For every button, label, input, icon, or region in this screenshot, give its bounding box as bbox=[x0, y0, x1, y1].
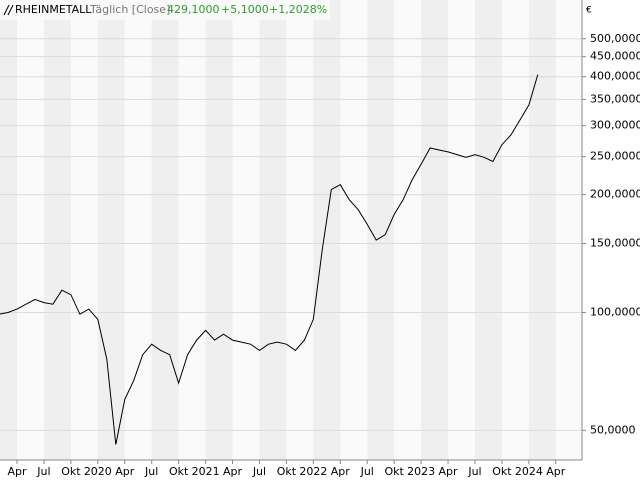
x-tick-label: Apr bbox=[223, 465, 243, 478]
quarter-band bbox=[474, 0, 502, 460]
quarter-band bbox=[259, 0, 287, 460]
last-value: 429,1000 bbox=[167, 3, 220, 16]
y-tick-label: 200,0000 bbox=[590, 188, 640, 201]
marks bbox=[0, 74, 539, 445]
y-tick-label: 450,0000 bbox=[590, 50, 640, 63]
y-tick-label: 50,0000 bbox=[590, 423, 636, 436]
x-tick-label: Jul bbox=[467, 465, 481, 478]
chart-title: RHEINMETALL bbox=[15, 3, 92, 16]
x-tick-label: 2021 bbox=[192, 465, 220, 478]
price-line bbox=[0, 74, 539, 445]
unit: € bbox=[586, 6, 592, 16]
x-tick-label: Jul bbox=[36, 465, 50, 478]
x-tick-label: Jul bbox=[252, 465, 266, 478]
x-tick-label: Okt bbox=[169, 465, 189, 478]
x-tick-label: Apr bbox=[7, 465, 27, 478]
quarter-band bbox=[528, 0, 556, 460]
x-tick-label: Jul bbox=[360, 465, 374, 478]
quarter-band bbox=[313, 0, 341, 460]
quarter-band bbox=[151, 0, 179, 460]
grid bbox=[0, 38, 586, 464]
y-tick-label: 500,0000 bbox=[590, 32, 640, 45]
x-tick-label: Apr bbox=[115, 465, 135, 478]
x-tick-label: 2024 bbox=[515, 465, 543, 478]
x-tick-label: Apr bbox=[546, 465, 566, 478]
x-tick-label: Jul bbox=[144, 465, 158, 478]
x-tick-label: Okt bbox=[492, 465, 512, 478]
x-tick-label: Okt bbox=[384, 465, 404, 478]
x-tick-label: Apr bbox=[331, 465, 351, 478]
x-tick-label: 2020 bbox=[84, 465, 112, 478]
y-tick-label: 150,0000 bbox=[590, 237, 640, 250]
quarter-band bbox=[0, 0, 17, 460]
quarter-band bbox=[43, 0, 71, 460]
quarter-band bbox=[205, 0, 233, 460]
y-tick-label: 250,0000 bbox=[590, 150, 640, 163]
header-icon bbox=[3, 4, 14, 16]
x-tick-label: Okt bbox=[277, 465, 297, 478]
y-tick-label: 300,0000 bbox=[590, 119, 640, 132]
y-tick-label: 350,0000 bbox=[590, 92, 640, 105]
change: +5,1000 bbox=[221, 3, 269, 16]
header-bg bbox=[0, 0, 330, 20]
x-tick-label: Okt bbox=[61, 465, 81, 478]
x-tick-label: Apr bbox=[439, 465, 459, 478]
change-pct: +1,2028% bbox=[269, 3, 327, 16]
quarter-band bbox=[421, 0, 449, 460]
y-tick-label: 400,0000 bbox=[590, 70, 640, 83]
chart-subtitle: Täglich [Close] bbox=[89, 3, 170, 16]
quarter-band bbox=[367, 0, 395, 460]
quarter-band bbox=[97, 0, 125, 460]
x-tick-label: 2023 bbox=[407, 465, 435, 478]
y-tick-label: 100,0000 bbox=[590, 305, 640, 318]
x-tick-label: 2022 bbox=[299, 465, 327, 478]
